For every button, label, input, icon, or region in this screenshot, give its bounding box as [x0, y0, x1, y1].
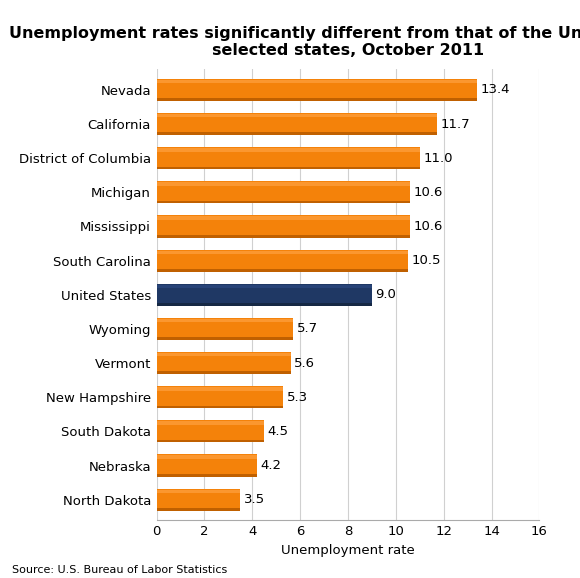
Bar: [157, 250, 408, 254]
Bar: [157, 508, 240, 511]
Bar: [157, 284, 372, 306]
Bar: [157, 474, 257, 477]
Bar: [157, 113, 437, 135]
Bar: [157, 181, 410, 203]
Bar: [157, 147, 420, 169]
Bar: [157, 216, 410, 220]
Bar: [157, 490, 240, 493]
Bar: [157, 269, 408, 272]
Text: 3.5: 3.5: [244, 493, 265, 506]
Bar: [157, 166, 420, 169]
Text: 4.5: 4.5: [268, 425, 289, 438]
Bar: [157, 455, 257, 459]
Text: 9.0: 9.0: [375, 288, 396, 301]
Bar: [157, 338, 293, 340]
Bar: [157, 420, 264, 443]
Bar: [157, 285, 372, 288]
Bar: [157, 488, 240, 511]
Bar: [157, 201, 410, 203]
Bar: [157, 80, 477, 83]
Text: 11.0: 11.0: [423, 151, 453, 165]
Text: 5.3: 5.3: [287, 391, 308, 404]
Bar: [157, 406, 284, 408]
Bar: [157, 148, 420, 151]
Text: 11.7: 11.7: [440, 117, 470, 131]
Text: 10.6: 10.6: [414, 186, 443, 199]
Text: Source: U.S. Bureau of Labor Statistics: Source: U.S. Bureau of Labor Statistics: [12, 565, 227, 575]
Bar: [157, 353, 291, 357]
Bar: [157, 352, 291, 374]
Text: 10.5: 10.5: [411, 254, 441, 267]
Text: 4.2: 4.2: [260, 459, 282, 472]
Text: 13.4: 13.4: [481, 83, 510, 97]
Bar: [157, 250, 408, 272]
Bar: [157, 79, 477, 101]
Title: Unemployment rates significantly different from that of the United States,
selec: Unemployment rates significantly differe…: [9, 26, 580, 58]
Bar: [157, 216, 410, 238]
Bar: [157, 182, 410, 186]
Bar: [157, 318, 293, 340]
Bar: [157, 454, 257, 477]
Text: 10.6: 10.6: [414, 220, 443, 233]
Text: 5.7: 5.7: [296, 323, 318, 335]
X-axis label: Unemployment rate: Unemployment rate: [281, 544, 415, 557]
Bar: [157, 98, 477, 101]
Bar: [157, 372, 291, 374]
Bar: [157, 114, 437, 117]
Bar: [157, 386, 284, 408]
Text: 5.6: 5.6: [294, 357, 315, 369]
Bar: [157, 235, 410, 238]
Bar: [157, 319, 293, 323]
Bar: [157, 421, 264, 425]
Bar: [157, 387, 284, 391]
Bar: [157, 132, 437, 135]
Bar: [157, 303, 372, 306]
Bar: [157, 440, 264, 443]
